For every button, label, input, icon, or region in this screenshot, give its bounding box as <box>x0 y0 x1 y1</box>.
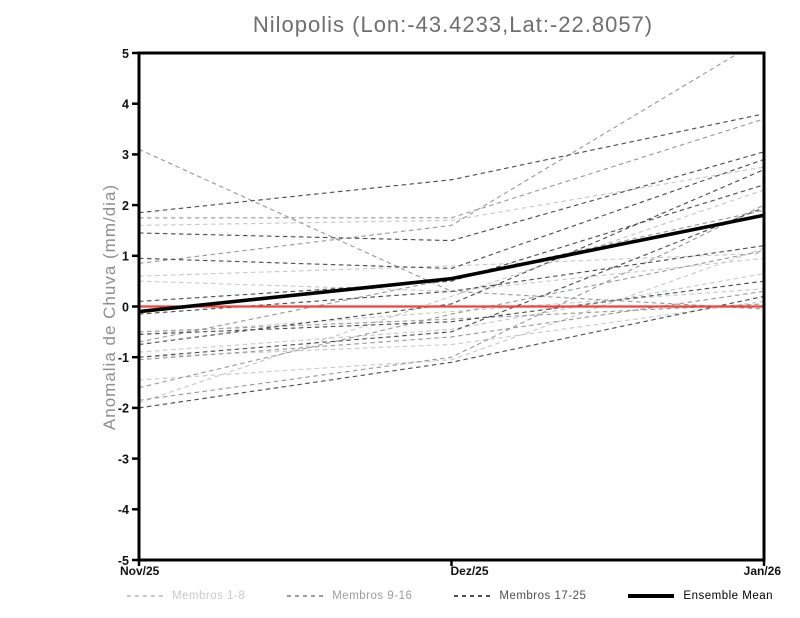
x-tick-label: Dez/25 <box>450 564 488 578</box>
legend-label: Membros 17-25 <box>499 590 587 602</box>
member-line <box>139 303 764 333</box>
x-tick-label: Jan/26 <box>744 564 782 578</box>
member-line <box>139 118 764 219</box>
x-tick-label: Nov/25 <box>120 564 160 578</box>
member-line <box>139 272 764 353</box>
legend-item-membros-1-8: Membros 1-8 <box>126 590 246 602</box>
member-line <box>139 295 764 409</box>
y-tick-label: 1 <box>122 250 129 264</box>
member-line <box>139 166 764 226</box>
legend-item-membros-9-16: Membros 9-16 <box>287 590 412 602</box>
member-line <box>139 151 764 242</box>
y-tick-label: -4 <box>118 503 129 517</box>
member-line <box>139 158 764 270</box>
member-line <box>139 300 764 358</box>
member-line <box>139 189 764 404</box>
y-tick-label: -2 <box>118 402 129 416</box>
member-line <box>139 280 764 335</box>
y-tick-label: 4 <box>122 97 129 111</box>
legend-line-swatch <box>454 595 491 597</box>
member-line <box>139 250 764 389</box>
member-line <box>139 184 764 303</box>
y-tick-label: 0 <box>122 300 129 314</box>
y-tick-label: -3 <box>118 452 129 466</box>
member-line <box>139 209 764 343</box>
ensemble-mean-line <box>139 213 764 314</box>
y-tick-label: 5 <box>122 47 129 61</box>
legend-line-swatch <box>628 594 675 598</box>
member-line <box>139 113 764 214</box>
member-line <box>139 257 764 292</box>
legend-line-swatch <box>287 595 324 597</box>
legend: Membros 1-8 Membros 9-16 Membros 17-25 Ense… <box>0 590 800 602</box>
legend-item-ensemble-mean: Ensemble Mean <box>628 590 773 602</box>
member-line <box>139 169 764 346</box>
legend-item-membros-17-25: Membros 17-25 <box>454 590 586 602</box>
member-line <box>139 207 764 358</box>
chart-title: Nilopolis (Lon:-43.4233,Lat:-22.8057) <box>252 12 654 37</box>
legend-label: Ensemble Mean <box>683 590 774 602</box>
member-line <box>139 148 764 310</box>
member-line <box>139 53 740 264</box>
member-line <box>139 252 764 277</box>
member-line <box>139 247 764 381</box>
member-line <box>139 204 764 401</box>
legend-label: Membros 9-16 <box>332 590 413 602</box>
y-tick-label: -5 <box>118 554 129 568</box>
y-tick-label: 3 <box>122 148 129 162</box>
y-tick-label: -1 <box>118 351 129 365</box>
legend-line-swatch <box>126 595 163 597</box>
y-tick-label: 2 <box>122 199 129 213</box>
legend-label: Membros 1-8 <box>171 590 246 602</box>
member-line <box>139 288 764 335</box>
